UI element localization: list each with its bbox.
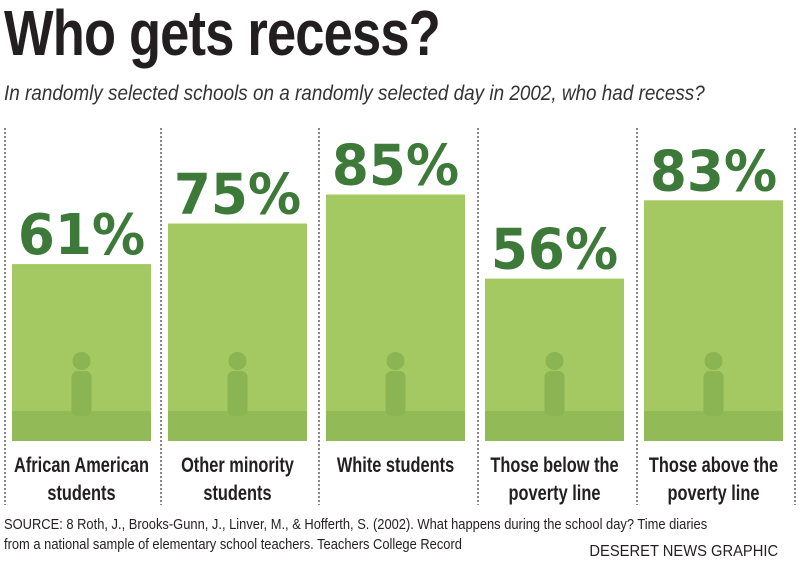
category-label-4-1: poverty line: [668, 481, 760, 504]
child-body-silhouette-4: [703, 371, 724, 416]
credit: DESERET NEWS GRAPHIC: [589, 543, 778, 560]
data-label-0: 61%: [18, 202, 145, 268]
child-body-silhouette-3: [544, 371, 565, 416]
category-label-1-1: students: [203, 481, 271, 504]
category-label-0-1: students: [47, 481, 115, 504]
chart-subtitle: In randomly selected schools on a random…: [4, 82, 705, 105]
child-head-silhouette-2: [386, 352, 405, 370]
source-line-2: from a national sample of elementary sch…: [4, 536, 462, 553]
category-label-3-1: poverty line: [509, 481, 601, 504]
child-head-silhouette-0: [72, 352, 91, 370]
category-label-2-0: White students: [337, 453, 454, 476]
source-line-1: SOURCE: 8 Roth, J., Brooks-Gunn, J., Lin…: [4, 516, 708, 533]
data-label-4: 83%: [650, 138, 777, 204]
category-label-3-0: Those below the: [490, 453, 618, 476]
child-head-silhouette-3: [545, 352, 564, 370]
category-label-4-0: Those above the: [649, 453, 778, 476]
child-body-silhouette-1: [227, 371, 248, 416]
child-head-silhouette-1: [228, 352, 247, 370]
chart-title: Who gets recess?: [4, 0, 441, 69]
data-label-3: 56%: [491, 216, 618, 282]
data-label-1: 75%: [174, 161, 301, 227]
child-body-silhouette-2: [385, 371, 406, 416]
category-label-0-0: African American: [14, 453, 149, 476]
data-label-2: 85%: [332, 132, 459, 198]
child-body-silhouette-0: [71, 371, 92, 416]
child-head-silhouette-4: [704, 352, 723, 370]
category-label-1-0: Other minority: [181, 453, 294, 476]
